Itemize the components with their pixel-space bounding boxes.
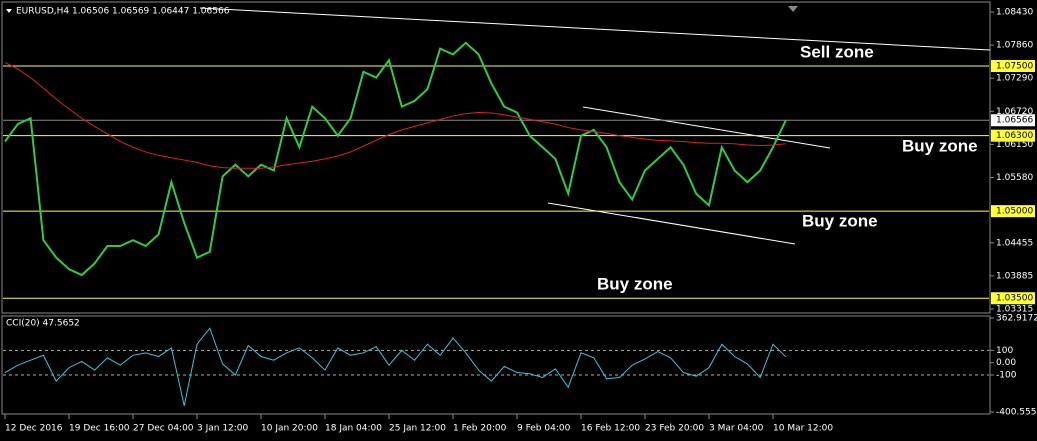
trendline xyxy=(547,202,796,245)
y-tick-label: 1.04455 xyxy=(996,238,1033,248)
y-tick-label: 1.06150 xyxy=(996,140,1033,150)
series-line xyxy=(4,41,787,277)
y-tick-label: 1.06720 xyxy=(996,107,1033,117)
y-tick-label: 1.07290 xyxy=(996,74,1033,84)
trendline xyxy=(582,106,831,149)
x-tick-label: 19 Dec 16:00 xyxy=(69,424,130,434)
x-tick-label: 9 Feb 04:00 xyxy=(517,424,571,434)
y-tick-label: 362.9172 xyxy=(996,314,1037,324)
annotation: Sell zone xyxy=(800,42,874,61)
level-box xyxy=(991,60,1035,73)
x-tick-label: 18 Jan 04:00 xyxy=(325,424,382,434)
menu-icon xyxy=(6,9,12,13)
y-tick-label: -100 xyxy=(996,370,1017,380)
last-price-box xyxy=(991,114,1035,127)
y-tick-label: 0.00 xyxy=(996,358,1016,368)
level-label: 1.03500 xyxy=(996,294,1033,304)
annotation: Buy zone xyxy=(802,211,878,230)
shift-marker xyxy=(788,6,798,12)
x-tick-label: 3 Mar 04:00 xyxy=(709,424,764,434)
x-tick-label: 3 Jan 12:00 xyxy=(197,424,249,434)
y-tick-label: 1.03315 xyxy=(996,304,1033,314)
indicator-title: CCI(20) 47.5652 xyxy=(6,319,80,329)
y-tick-label: 1.08430 xyxy=(996,8,1033,18)
x-tick-label: 10 Jan 20:00 xyxy=(261,424,318,434)
symbol-title: EURUSD,H4 1.06506 1.06569 1.06447 1.0656… xyxy=(16,7,230,17)
annotation: Buy zone xyxy=(902,136,978,155)
x-tick-label: 12 Dec 2016 xyxy=(5,424,63,434)
level-box xyxy=(991,129,1035,142)
x-tick-label: 23 Feb 20:00 xyxy=(645,424,704,434)
annotation: Buy zone xyxy=(597,274,673,293)
y-tick-label: 100 xyxy=(996,346,1013,356)
y-tick-label: 1.03885 xyxy=(996,271,1033,281)
level-label: 1.07500 xyxy=(996,62,1033,72)
x-tick-label: 10 Mar 12:00 xyxy=(773,424,833,434)
series-line xyxy=(4,327,787,406)
cci-pane xyxy=(1,315,991,415)
y-tick-label: 1.07860 xyxy=(996,41,1033,51)
level-box xyxy=(991,292,1035,305)
x-tick-label: 25 Jan 12:00 xyxy=(389,424,446,434)
x-tick-label: 1 Feb 20:00 xyxy=(453,424,507,434)
level-box xyxy=(991,205,1035,218)
x-tick-label: 16 Feb 12:00 xyxy=(581,424,640,434)
main-pane xyxy=(1,1,991,314)
last-price-label: 1.06566 xyxy=(996,116,1033,126)
x-tick-label: 27 Dec 04:00 xyxy=(133,424,194,434)
trendline xyxy=(199,7,991,51)
series-line xyxy=(4,62,786,169)
y-tick-label: -400.5554 xyxy=(996,408,1037,418)
y-tick-label: 1.05580 xyxy=(996,173,1033,183)
level-label: 1.05000 xyxy=(996,207,1033,217)
level-label: 1.06300 xyxy=(996,131,1033,141)
